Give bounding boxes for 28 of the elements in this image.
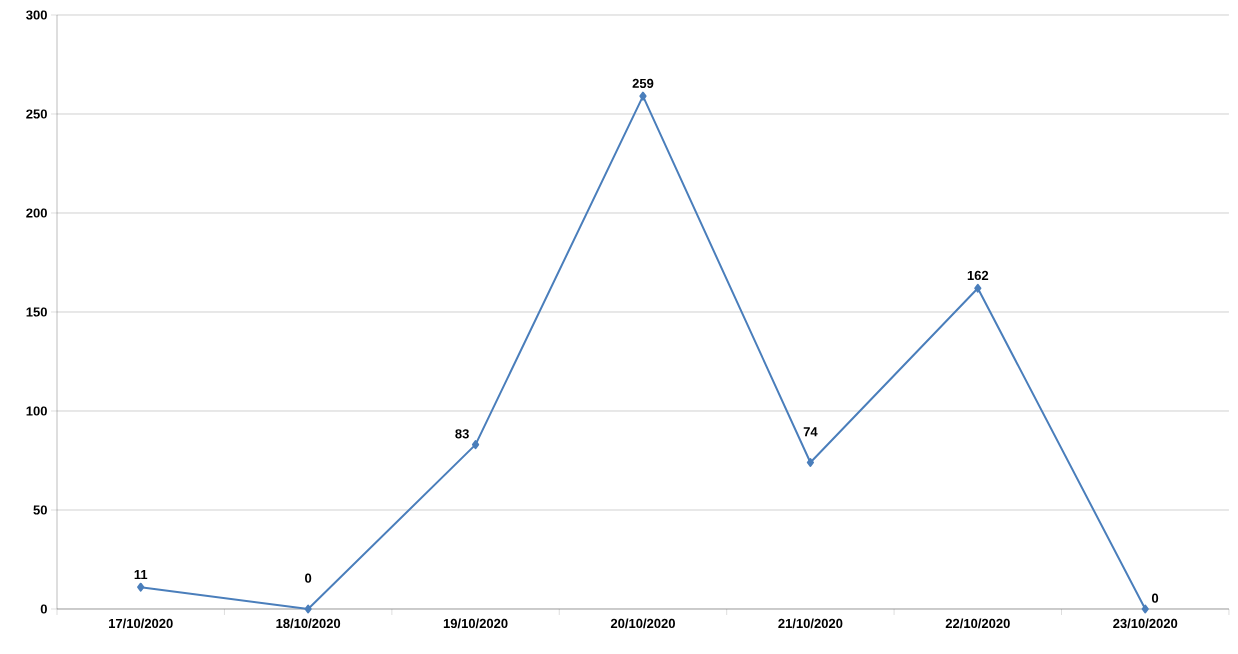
point [639,91,647,101]
data-label: 11 [134,570,148,580]
data-label: 0 [1151,593,1159,603]
x-tick-label: 21/10/2020 [778,618,843,629]
y-tick-label: 50 [33,505,47,515]
data-label: 83 [455,429,469,439]
data-label: 259 [632,78,654,88]
y-tick-label: 150 [26,307,47,317]
x-tick-label: 19/10/2020 [443,618,508,629]
point [304,604,312,614]
x-tick-label: 17/10/2020 [109,618,173,629]
y-tick-label: 200 [26,208,47,218]
x-tick-label: 22/10/2020 [945,618,1010,629]
y-tick-label: 100 [26,406,47,416]
y-tick-label: 250 [26,109,47,119]
point [137,582,145,592]
y-tick-label: 0 [40,604,47,614]
point [974,283,982,293]
point [1141,604,1149,614]
data-label: 0 [305,573,312,583]
point [806,457,815,467]
y-tick-label: 300 [26,10,47,20]
data-label: 74 [803,427,818,437]
data-label: 162 [967,270,989,281]
x-tick-label: 20/10/2020 [610,618,675,629]
point [471,440,480,450]
x-tick-label: 18/10/2020 [276,618,341,629]
x-tick-label: 23/10/2020 [1113,618,1178,629]
